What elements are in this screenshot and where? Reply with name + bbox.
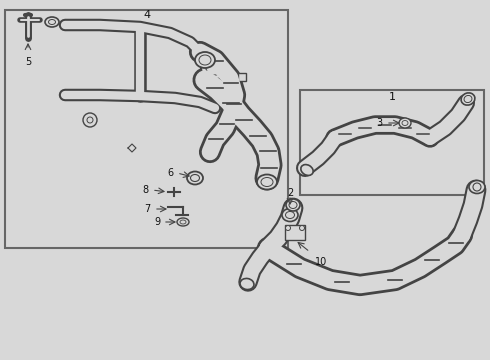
- Ellipse shape: [286, 212, 294, 219]
- Text: 3: 3: [376, 118, 382, 128]
- Circle shape: [83, 113, 97, 127]
- Ellipse shape: [402, 121, 408, 126]
- Ellipse shape: [469, 180, 485, 194]
- Ellipse shape: [399, 118, 411, 128]
- Text: 9: 9: [154, 217, 160, 227]
- Text: 4: 4: [144, 10, 150, 20]
- Bar: [285, 225, 305, 240]
- Ellipse shape: [180, 220, 186, 224]
- Text: 8: 8: [142, 185, 148, 195]
- Circle shape: [299, 225, 304, 230]
- Bar: [238, 73, 246, 81]
- Ellipse shape: [201, 57, 229, 79]
- Ellipse shape: [187, 171, 203, 185]
- Text: 1: 1: [389, 92, 395, 102]
- Ellipse shape: [461, 93, 475, 105]
- Bar: [5, 10, 288, 248]
- Text: 6: 6: [167, 168, 173, 178]
- Ellipse shape: [191, 175, 199, 181]
- Ellipse shape: [240, 278, 254, 289]
- Ellipse shape: [282, 208, 298, 221]
- Ellipse shape: [177, 218, 189, 226]
- Text: 10: 10: [315, 257, 327, 267]
- Ellipse shape: [301, 165, 313, 175]
- Ellipse shape: [464, 95, 472, 103]
- Bar: [300, 90, 484, 195]
- Ellipse shape: [199, 55, 211, 65]
- Text: 7: 7: [144, 204, 150, 214]
- Ellipse shape: [261, 177, 273, 186]
- Circle shape: [87, 117, 93, 123]
- Circle shape: [473, 183, 481, 191]
- Ellipse shape: [289, 202, 297, 208]
- Text: 2: 2: [287, 188, 293, 198]
- Ellipse shape: [257, 175, 277, 189]
- Text: 5: 5: [25, 57, 31, 67]
- Ellipse shape: [49, 19, 55, 24]
- Circle shape: [286, 225, 291, 230]
- Ellipse shape: [195, 52, 215, 68]
- Ellipse shape: [286, 199, 300, 211]
- Ellipse shape: [206, 61, 224, 75]
- Ellipse shape: [45, 17, 59, 27]
